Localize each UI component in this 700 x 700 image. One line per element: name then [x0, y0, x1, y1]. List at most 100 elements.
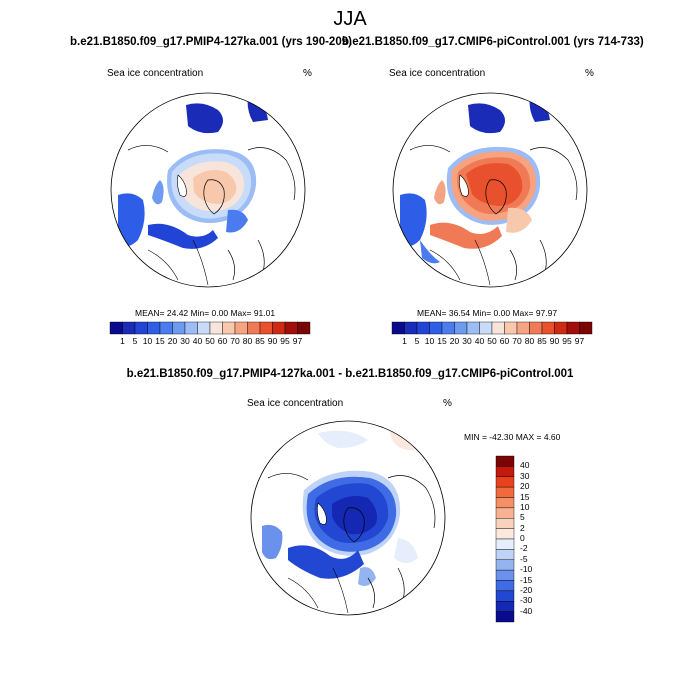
panel1-colorbar-swatch [134, 321, 148, 335]
panel3-colorbar-tick-label: 0 [520, 533, 525, 543]
panel2-colorbar-swatch [416, 321, 430, 335]
panel3-colorbar [495, 455, 515, 623]
panel1-stats: MEAN= 24.42 Min= 0.00 Max= 91.01 [135, 308, 276, 318]
panel1-colorbar-swatch [297, 321, 311, 335]
panel1-colorbar-swatch [234, 321, 248, 335]
panel1-colorbar-tick-label: 90 [267, 336, 278, 346]
panel3-colorbar-tick-label: -5 [520, 553, 528, 564]
panel2-colorbar-swatch [554, 321, 568, 335]
panel3-colorbar-swatch [495, 611, 515, 623]
panel1-polar-map [110, 92, 306, 288]
panel3-colorbar-tick-label: 40 [520, 460, 530, 471]
panel3-colorbar-swatch [495, 528, 515, 540]
panel3-unit-label: % [443, 398, 452, 409]
panel2-stats: MEAN= 36.54 Min= 0.00 Max= 97.97 [417, 308, 558, 318]
panel3-stats: MIN = -42.30 MAX = 4.60 [464, 432, 561, 442]
panel2-unit-label: % [585, 68, 594, 79]
panel1-colorbar-swatch [209, 321, 223, 335]
panel3-colorbar-swatch [495, 497, 515, 509]
panel1-colorbar [109, 321, 311, 335]
panel1-colorbar-tick-label: 20 [167, 336, 178, 346]
panel2-colorbar-tick-label: 85 [537, 336, 547, 346]
panel3-colorbar-tick-label: -20 [520, 584, 533, 595]
panel2-colorbar-tick-label: 20 [449, 336, 460, 346]
panel3-colorbar-tick-label: -40 [520, 605, 533, 616]
panel2-colorbar-swatch [429, 321, 443, 335]
panel3-colorbar-swatch [495, 580, 515, 592]
panel3-colorbar-tick-label: 2 [520, 522, 525, 533]
panel2-polar-map [392, 92, 588, 288]
panel2-colorbar-tick-label: 70 [512, 336, 522, 346]
panel3-colorbar-swatch [495, 476, 515, 488]
panel1-colorbar-tick-label: 5 [132, 336, 138, 346]
panel3-colorbar-swatch [495, 518, 515, 529]
panel2-colorbar [391, 321, 593, 335]
panel2-colorbar-swatch [566, 321, 580, 335]
panel2-colorbar-tick-label: 80 [524, 336, 535, 346]
panel3-colorbar-tick-label: 10 [520, 501, 530, 512]
panel2-colorbar-tick-label: 1 [402, 336, 407, 346]
panel2-colorbar-tick-label: 10 [424, 336, 435, 346]
panel3-colorbar-swatch [495, 538, 515, 550]
panel3-colorbar-swatch [495, 486, 515, 498]
panel2-colorbar-tick-label: 30 [462, 336, 472, 346]
panel2-colorbar-tick-label: 40 [474, 336, 485, 346]
panel1-colorbar-swatch [159, 321, 173, 335]
panel2-colorbar-tick-label: 15 [437, 336, 447, 346]
panel3-polar-map [250, 420, 446, 616]
panel3-colorbar-swatch [495, 601, 515, 612]
panel2-variable-label: Sea ice concentration [389, 68, 486, 79]
panel1-colorbar-tick-label: 70 [230, 336, 240, 346]
panel1-colorbar-tick-label: 50 [205, 336, 215, 346]
figure-title: JJA [333, 8, 367, 30]
panel1-colorbar-swatch [272, 321, 286, 335]
panel1-colorbar-swatch [122, 321, 136, 335]
panel3-colorbar-swatch [495, 466, 515, 477]
panel2-title: b.e21.B1850.f09_g17.CMIP6-piControl.001 … [342, 36, 644, 48]
panel1-colorbar-swatch [109, 321, 123, 335]
panel2-colorbar-swatch [466, 321, 480, 335]
panel3-colorbar-tick-label: -30 [520, 595, 533, 606]
panel2-colorbar-swatch [579, 321, 593, 335]
panel1-colorbar-tick-label: 1 [120, 336, 125, 346]
panel1-colorbar-swatch [184, 321, 198, 335]
panel3-colorbar-tick-label: 5 [520, 512, 525, 523]
panel1-colorbar-tick-label: 60 [217, 336, 228, 346]
panel1-colorbar-swatch [259, 321, 273, 335]
panel1-title: b.e21.B1850.f09_g17.PMIP4-127ka.001 (yrs… [70, 36, 352, 48]
panel2-colorbar-swatch [441, 321, 455, 335]
panel3-colorbar-swatch [495, 590, 515, 602]
panel3-colorbar-tick-label: -10 [520, 564, 533, 575]
panel1-colorbar-tick-label: 15 [155, 336, 165, 346]
panel2-colorbar-swatch [404, 321, 418, 335]
panel3-colorbar-swatch [495, 559, 515, 571]
panel3-colorbar-swatch [495, 569, 515, 581]
panel1-colorbar-swatch [247, 321, 261, 335]
panel3-variable-label: Sea ice concentration [247, 398, 344, 409]
panel3-colorbar-swatch [495, 549, 515, 560]
panel2-colorbar-tick-label: 90 [549, 336, 560, 346]
panel1-colorbar-swatch [147, 321, 161, 335]
panel1-colorbar-swatch [197, 321, 211, 335]
panel2-colorbar-tick-label: 95 [562, 336, 572, 346]
panel3-colorbar-swatch [495, 507, 515, 519]
panel1-colorbar-swatch [222, 321, 236, 335]
panel3-colorbar-labels: 40 30 20 15 10 5 2 0 -2 -5 -10 -15 -20 -30 -40 [518, 456, 558, 622]
panel1-colorbar-tick-label: 85 [255, 336, 265, 346]
panel2-colorbar-swatch [491, 321, 505, 335]
panel2-colorbar-swatch [479, 321, 493, 335]
panel1-colorbar-tick-label: 95 [280, 336, 290, 346]
panel1-colorbar-labels: 1 5 10 15 20 30 40 50 60 70 80 85 90 95 97 [110, 336, 310, 348]
panel1-colorbar-tick-label: 80 [242, 336, 253, 346]
panel3-colorbar-tick-label: 20 [520, 481, 530, 492]
panel1-colorbar-tick-label: 10 [142, 336, 153, 346]
panel2-colorbar-tick-label: 5 [414, 336, 420, 346]
panel3-colorbar-swatch [495, 455, 515, 467]
panel2-colorbar-tick-label: 97 [574, 336, 585, 346]
panel3-colorbar-tick-label: -15 [520, 574, 533, 585]
panel2-colorbar-swatch [504, 321, 518, 335]
panel2-colorbar-swatch [391, 321, 405, 335]
panel2-colorbar-swatch [541, 321, 555, 335]
panel2-colorbar-labels: 1 5 10 15 20 30 40 50 60 70 80 85 90 95 97 [392, 336, 592, 348]
panel3-colorbar-tick-label: 15 [520, 491, 530, 502]
